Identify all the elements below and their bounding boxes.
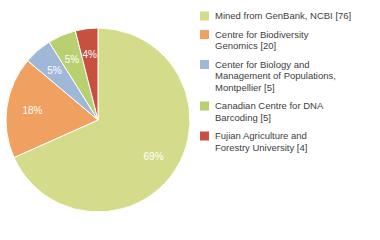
legend-swatch	[200, 102, 209, 111]
pie	[6, 28, 190, 212]
data-label: 18%	[22, 105, 42, 116]
legend-swatch	[200, 132, 209, 141]
legend-swatch	[200, 12, 209, 21]
legend-swatch	[200, 60, 209, 69]
pie-labels: 69%18%5%5%4%	[22, 49, 163, 162]
pie-slice	[75, 28, 98, 120]
legend-label: Centre for BiodiversityGenomics [20]	[215, 29, 309, 52]
data-label: 4%	[83, 49, 98, 60]
legend-swatch	[200, 30, 209, 39]
data-label: 5%	[65, 54, 80, 65]
chart: 69%18%5%5%4%Mined from GenBank, NCBI [76…	[0, 0, 380, 240]
data-label: 5%	[47, 65, 62, 76]
data-label: 69%	[144, 151, 164, 162]
legend-label: Canadian Centre for DNABarcoding [5]	[215, 100, 324, 123]
legend-label: Center for Biology andManagement of Popu…	[215, 59, 336, 93]
legend: Mined from GenBank, NCBI [76] Centre for …	[200, 10, 351, 153]
legend-label: Fujian Agriculture andForestry Universit…	[215, 130, 307, 153]
legend-label: Mined from GenBank, NCBI [76]	[215, 10, 351, 21]
